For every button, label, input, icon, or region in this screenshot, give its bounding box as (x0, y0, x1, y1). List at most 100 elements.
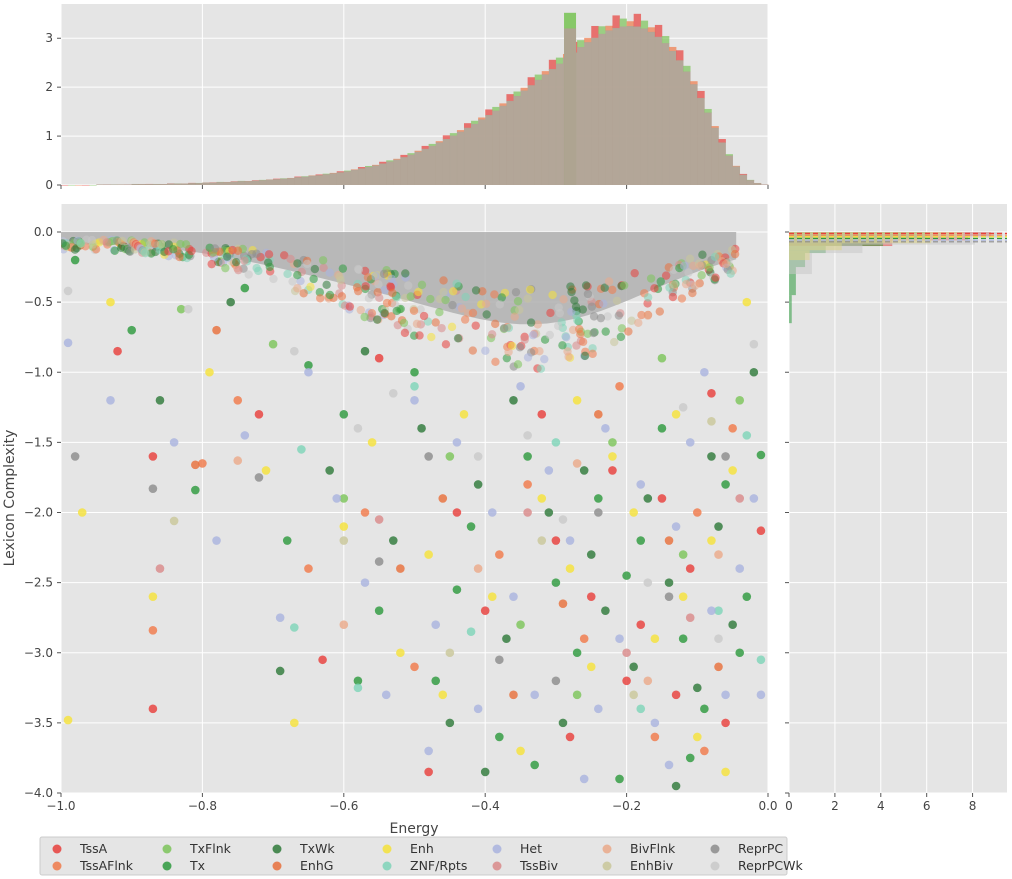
band-fringe-point (102, 238, 112, 247)
band-fringe-point (559, 295, 568, 304)
point-tssaflnk (233, 396, 243, 405)
band-fringe-point (690, 281, 700, 290)
legend: TssA TssAFlnk TxFlnk Tx TxWk EnhG Enh ZNF/Rpts H… (39, 836, 804, 876)
point-enhg (558, 599, 568, 608)
top-hist-bar (605, 30, 613, 186)
band-fringe-point (441, 295, 450, 305)
top-hist-edge-bar (400, 154, 408, 158)
top-hist-edge-bar (527, 77, 535, 86)
band-fringe-point (439, 287, 448, 297)
legend-item-enh: Enh (382, 841, 434, 856)
top-hist-edge-bar (68, 185, 76, 186)
band-fringe-point (525, 285, 535, 294)
band-fringe-point (310, 264, 320, 274)
top-hist-edge-bar (435, 141, 444, 143)
point-tssa (551, 536, 561, 545)
point-tx (431, 676, 441, 686)
band-fringe-point (513, 360, 523, 369)
top-hist-edge-bar (61, 185, 69, 186)
point-tssaflnk (304, 564, 313, 573)
point-het (594, 704, 603, 714)
top-hist-bar (739, 174, 748, 185)
band-fringe-point (414, 287, 423, 297)
y-tick-label: 0.0 (34, 225, 53, 239)
band-fringe-point (571, 302, 581, 311)
top-y-tick-label: 3 (45, 31, 53, 45)
scatter-panel: −1.0 −0.8 −0.6 −0.4 −0.2 0.0 0.0 −0.5 −1.0 −1.5 −… (2, 204, 778, 837)
band-fringe-point (231, 257, 241, 267)
top-hist-bar (485, 115, 493, 185)
legend-marker (710, 844, 720, 854)
top-hist-edge-bar (676, 50, 684, 61)
point-enh (205, 367, 214, 377)
y-tick-label: −0.5 (24, 295, 53, 309)
point-het (530, 690, 539, 700)
right-histogram-panel: 0 2 4 6 8 (785, 204, 1007, 813)
top-histogram-bars (61, 12, 769, 186)
point-znf-rpts (410, 381, 419, 391)
legend-label: TxWk (299, 841, 335, 856)
right-hist-bar-tx (789, 267, 796, 296)
band-fringe-point (600, 283, 609, 292)
band-fringe-point (587, 302, 597, 311)
point-tssbiv (735, 494, 745, 503)
band-fringe-point (457, 304, 467, 313)
point-enhg (664, 536, 674, 545)
band-fringe-point (460, 315, 470, 324)
point-enhbiv (537, 536, 547, 545)
top-hist-bar (280, 178, 288, 185)
band-fringe-point (601, 327, 610, 336)
top-hist-bar (350, 169, 359, 185)
top-hist-edge-bar (690, 81, 698, 85)
point-tx (282, 536, 292, 545)
band-fringe-point (698, 250, 707, 259)
legend-marker (272, 861, 282, 871)
band-fringe-point (481, 299, 491, 308)
point-reprpc (70, 452, 80, 461)
point-reprpc (594, 508, 603, 517)
point-tx (700, 704, 709, 714)
point-txwk (643, 494, 653, 503)
top-hist-edge-bar (647, 27, 656, 33)
top-hist-edge-bar (598, 26, 606, 35)
band-fringe-point (419, 311, 429, 321)
band-fringe-point (710, 252, 720, 262)
top-hist-bar (725, 155, 733, 185)
point-enhbiv (169, 516, 179, 526)
band-fringe-point (558, 341, 567, 350)
point-tssa (480, 606, 490, 615)
band-fringe-point (325, 290, 335, 300)
band-fringe-point (610, 337, 619, 347)
point-het (509, 592, 518, 601)
band-fringe-point (452, 279, 461, 288)
point-het (424, 746, 433, 756)
legend-box (39, 836, 788, 876)
top-hist-edge-bar (89, 185, 97, 186)
band-fringe-point (61, 241, 71, 250)
point-tssaflnk (693, 508, 702, 517)
y-tick-label: −1.0 (24, 365, 53, 379)
point-het (275, 613, 285, 622)
top-hist-bar (393, 159, 401, 185)
point-tssa (636, 620, 646, 629)
band-fringe-point (322, 280, 331, 290)
band-fringe-point (315, 288, 325, 297)
point-tx (452, 585, 462, 594)
top-hist-bar (541, 74, 550, 185)
band-fringe-point (221, 263, 230, 273)
point-txwk (226, 297, 235, 307)
point-enh (63, 715, 73, 725)
top-hist-bar (294, 177, 302, 185)
band-fringe-point (264, 250, 274, 259)
point-het (169, 438, 179, 447)
point-het (63, 338, 73, 348)
point-tx (685, 753, 695, 763)
point-tx (551, 578, 561, 587)
band-fringe-point (364, 294, 374, 303)
point-tx (735, 648, 745, 658)
top-hist-edge-bar (428, 143, 437, 147)
point-tssaflnk (148, 626, 158, 635)
band-fringe-point (372, 315, 382, 324)
legend-marker (492, 861, 502, 871)
top-hist-edge-bar (584, 37, 592, 43)
